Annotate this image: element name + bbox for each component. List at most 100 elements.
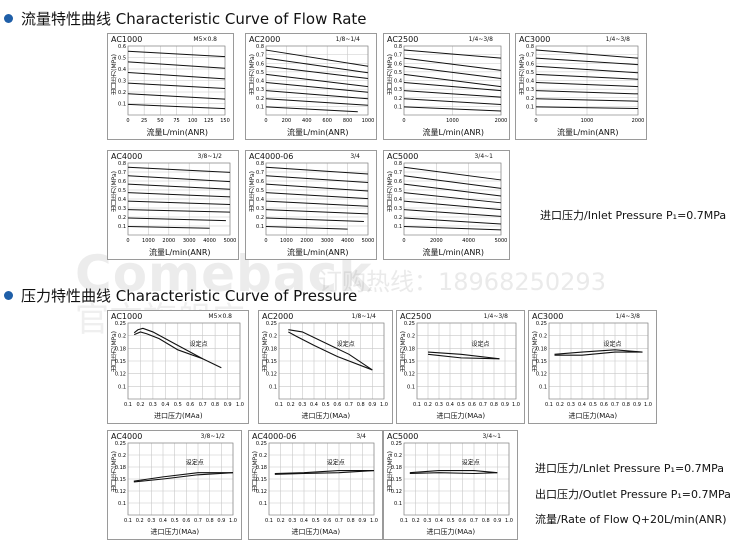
pressure-section-title-text: 压力特性曲线 Characteristic Curve of Pressure xyxy=(21,287,358,305)
bullet-icon xyxy=(4,291,13,300)
x-axis-label: 流量L/min(ANR) xyxy=(422,128,485,137)
x-tick-label: 0 xyxy=(534,118,537,124)
x-tick-label: 0.7 xyxy=(479,402,487,408)
chart-panel-p2: AC2000 1/8~1/4 0.1 0.2 0.3 0.4 0.5 0.6 0.7 0.8 0.9… xyxy=(258,310,393,424)
chart-model-label: AC3000 xyxy=(519,35,551,44)
flow-section-title-text: 流量特性曲线 Characteristic Curve of Flow Rate xyxy=(21,10,367,28)
y-tick-label: 0.6 xyxy=(526,61,534,67)
series-line-4 xyxy=(403,73,502,88)
x-tick-label: 1.0 xyxy=(380,402,388,408)
chart-svg: 0.1 0.2 0.3 0.4 0.5 0.6 0.7 0.8 0.9 1.00.250.20.1… xyxy=(115,321,244,408)
chart-panel-p4: AC3000 1/4~3/8 0.1 0.2 0.3 0.4 0.5 0.6 0.7 0.8 0.9… xyxy=(528,310,657,424)
x-tick-label: 0.4 xyxy=(161,402,169,408)
x-tick-label: 0.3 xyxy=(423,518,431,524)
y-tick-label: 0.1 xyxy=(259,501,267,507)
x-tick-label: 5000 xyxy=(224,238,237,244)
chart-port-label: 3/4 xyxy=(356,433,366,440)
set-point-label: 设定点 xyxy=(462,459,480,467)
series-line-1 xyxy=(274,469,374,475)
chart-port-label: 1/4~3/8 xyxy=(615,313,640,320)
series-line-3 xyxy=(127,183,231,190)
x-tick-label: 0.5 xyxy=(322,402,330,408)
chart-port-label: M5×0.8 xyxy=(193,36,217,43)
y-tick-label: 0.25 xyxy=(536,321,547,327)
series-line-5 xyxy=(127,200,231,206)
y-tick-label: 0.12 xyxy=(115,372,126,378)
set-point-label: 设定点 xyxy=(190,340,208,348)
y-tick-label: 0.2 xyxy=(118,215,126,221)
x-tick-label: 0.9 xyxy=(358,518,366,524)
x-axis-label: 流量L/min(ANR) xyxy=(422,248,485,257)
x-tick-label: 0.9 xyxy=(217,518,225,524)
chart-svg: 0.1 0.2 0.3 0.4 0.5 0.6 0.7 0.8 0.9 1.00.250.20.1… xyxy=(536,321,652,408)
y-axis-label: 出口压力(MPa) xyxy=(387,54,394,95)
bullet-icon xyxy=(4,14,13,23)
y-tick-label: 0.1 xyxy=(118,384,126,390)
chart-svg: 0 25 50 75 100 125 150 0.6 0.5 0.4 0.3 0.2 0.1 xyxy=(118,44,230,124)
x-tick-label: 0.5 xyxy=(589,402,597,408)
x-tick-label: 2000 xyxy=(495,118,508,124)
chart-svg: 0 2000 4000 5000 0.8 0.7 0.6 0.5 0.4 0.3 0.2 0.1 xyxy=(394,161,507,244)
chart-model-label: AC5000 xyxy=(387,152,419,161)
x-tick-label: 0.2 xyxy=(277,518,285,524)
x-tick-label: 3000 xyxy=(183,238,196,244)
series-line-3 xyxy=(265,65,369,79)
y-tick-label: 0.3 xyxy=(526,87,534,93)
x-axis-label: 进口压力(MAa) xyxy=(426,528,476,536)
series-line-2 xyxy=(133,472,234,483)
chart-model-label: AC4000 xyxy=(111,432,143,441)
y-axis-label: 出口压力(MPa) xyxy=(532,331,539,372)
x-axis-label: 进口压力(MAa) xyxy=(301,412,351,420)
set-point-label: 设定点 xyxy=(471,340,489,348)
y-tick-label: 0.1 xyxy=(118,224,126,230)
series-line-5 xyxy=(403,82,502,92)
chart-port-label: 1/8~1/4 xyxy=(351,313,376,320)
y-tick-label: 0.12 xyxy=(404,372,415,378)
x-tick-label: 2000 xyxy=(300,238,313,244)
chart-panel-p7: AC5000 3/4~1 0.1 0.2 0.3 0.4 0.5 0.6 0.7 0.8 0.9 1.… xyxy=(383,430,518,540)
x-tick-label: 50 xyxy=(157,118,163,124)
y-axis-label: 出口压力(MPa) xyxy=(111,331,118,372)
series-line-7 xyxy=(535,98,639,102)
x-tick-label: 0.1 xyxy=(265,518,273,524)
plot-frame xyxy=(403,45,502,116)
series-line-2 xyxy=(288,331,373,371)
y-tick-label: 0.2 xyxy=(526,96,534,102)
chart-panel-f4: AC3000 1/4~3/8 0 1000 2000 0.8 0.7 0.6 0.5 0.4 0.3… xyxy=(515,33,647,140)
series-line-1 xyxy=(288,329,373,371)
y-axis-label: 出口压力(MPa) xyxy=(111,451,118,492)
x-tick-label: 0.4 xyxy=(159,518,167,524)
x-axis-label: 进口压力(MAa) xyxy=(154,412,203,420)
x-tick-label: 0.6 xyxy=(468,402,476,408)
y-tick-label: 0.18 xyxy=(115,346,126,352)
chart-svg: 0 1000 2000 3000 4000 5000 0.8 0.7 0.6 0.5 0.4 0.3 0… xyxy=(256,161,374,244)
set-point-label: 设定点 xyxy=(603,340,621,348)
chart-model-label: AC1000 xyxy=(111,35,143,44)
pressure-outlet-note: 出口压力/Outlet Pressure P₁=0.7MPa xyxy=(535,488,731,501)
y-tick-label: 0.2 xyxy=(256,215,264,221)
chart-port-label: 1/4~3/8 xyxy=(605,36,630,43)
x-tick-label: 1000 xyxy=(142,238,155,244)
y-tick-label: 0.12 xyxy=(391,489,402,495)
series-line-2 xyxy=(127,175,231,183)
x-axis-label: 流量L/min(ANR) xyxy=(287,128,349,137)
x-tick-label: 0.2 xyxy=(136,402,144,408)
series-line-1 xyxy=(127,50,226,58)
y-axis-label: 出口压力(MPa) xyxy=(111,54,118,95)
series-line-2 xyxy=(127,61,226,69)
series-line-1 xyxy=(403,49,502,59)
y-tick-label: 0.5 xyxy=(394,70,402,76)
y-tick-label: 0.15 xyxy=(115,359,126,365)
y-tick-label: 0.1 xyxy=(118,501,126,507)
flow-inlet-note: 进口压力/Inlet Pressure P₁=0.7MPa xyxy=(540,209,727,222)
y-tick-label: 0.12 xyxy=(115,489,126,495)
x-tick-label: 0.3 xyxy=(288,518,296,524)
x-axis-label: 流量L/min(ANR) xyxy=(557,128,619,137)
chart-port-label: 3/4~1 xyxy=(482,433,501,440)
x-tick-label: 0.2 xyxy=(136,518,144,524)
y-tick-label: 0.2 xyxy=(256,96,264,102)
series-line-2 xyxy=(403,175,502,189)
x-tick-label: 0.1 xyxy=(124,402,132,408)
x-tick-label: 0.8 xyxy=(206,518,214,524)
plot-frame xyxy=(278,322,385,400)
